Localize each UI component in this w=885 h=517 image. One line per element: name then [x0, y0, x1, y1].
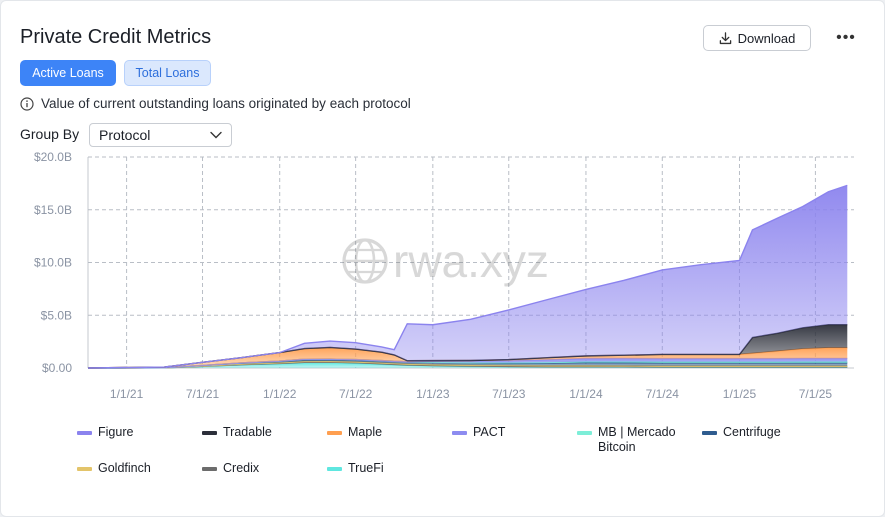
legend-swatch	[202, 467, 217, 471]
legend-item-mb-mercado-bitcoin[interactable]: MB | Mercado Bitcoin	[577, 425, 676, 455]
info-icon	[20, 96, 34, 111]
legend-swatch	[702, 431, 717, 435]
tab-total-loans[interactable]: Total Loans	[124, 60, 211, 86]
legend-swatch	[77, 431, 92, 435]
globe-icon	[342, 238, 388, 284]
y-tick-label: $5.0B	[41, 308, 72, 322]
line-figure	[87, 184, 848, 369]
x-tick-label: 1/1/22	[263, 387, 297, 401]
x-tick-label: 7/1/23	[492, 387, 526, 401]
legend-item-truefi[interactable]: TrueFi	[327, 461, 384, 476]
legend-label: Credix	[223, 461, 260, 475]
axis-ticks: $0.00 $5.0B $10.0B $15.0B $20.0B 1/1/21 7/1/21…	[34, 150, 832, 401]
y-tick-label: $15.0B	[34, 203, 72, 217]
area-maple	[88, 347, 848, 368]
legend-swatch	[202, 431, 217, 435]
legend-label: Centrifuge	[723, 425, 781, 439]
download-button[interactable]: Download	[703, 25, 811, 51]
download-label: Download	[737, 30, 796, 46]
legend-swatch	[327, 467, 342, 471]
x-tick-label: 7/1/24	[646, 387, 680, 401]
legend-swatch	[452, 431, 467, 435]
legend-item-pact[interactable]: PACT	[452, 425, 505, 440]
legend-swatch	[327, 431, 342, 435]
area-figure	[88, 185, 848, 368]
legend-swatch	[77, 467, 92, 471]
watermark: rwa.xyz	[342, 235, 549, 287]
x-tick-label: 1/1/25	[723, 387, 757, 401]
tab-active-loans[interactable]: Active Loans	[20, 60, 116, 86]
legend-label: Goldfinch	[98, 461, 151, 475]
y-tick-label: $0.00	[42, 361, 72, 375]
group-by-label: Group By	[20, 126, 80, 142]
legend-label: Tradable	[223, 425, 272, 439]
legend-label: TrueFi	[348, 461, 384, 475]
legend-label: Figure	[98, 425, 134, 439]
legend-item-maple[interactable]: Maple	[327, 425, 382, 440]
x-tick-label: 7/1/21	[186, 387, 220, 401]
legend-label: PACT	[473, 425, 506, 439]
group-by-value: Protocol	[99, 127, 151, 143]
x-tick-label: 7/1/22	[339, 387, 373, 401]
x-tick-label: 1/1/21	[110, 387, 144, 401]
area-series	[87, 184, 848, 369]
legend-item-figure[interactable]: Figure	[77, 425, 133, 440]
x-tick-label: 7/1/25	[799, 387, 833, 401]
legend-item-credix[interactable]: Credix	[202, 461, 259, 476]
download-icon	[719, 31, 731, 44]
info-text: Value of current outstanding loans origi…	[41, 96, 411, 111]
more-options-icon[interactable]: •••	[836, 29, 856, 46]
area-pact	[88, 358, 848, 368]
y-tick-label: $20.0B	[34, 150, 72, 164]
legend-item-centrifuge[interactable]: Centrifuge	[702, 425, 781, 440]
x-tick-label: 1/1/24	[569, 387, 603, 401]
group-by-select[interactable]: Protocol	[89, 123, 232, 147]
page-title: Private Credit Metrics	[20, 26, 212, 48]
legend-label: Maple	[348, 425, 383, 439]
legend-item-tradable[interactable]: Tradable	[202, 425, 272, 440]
chevron-down-icon	[210, 131, 222, 139]
x-tick-label: 1/1/23	[416, 387, 450, 401]
y-tick-label: $10.0B	[34, 256, 72, 270]
legend-swatch	[577, 431, 592, 435]
stacked-area-chart: rwa.xyz $0.00 $5.0B $10.0B $15.0B $20.0B 1/1/…	[34, 150, 854, 401]
watermark-text: rwa.xyz	[393, 235, 549, 287]
legend-label: MB | Mercado Bitcoin	[598, 425, 676, 454]
info-row: Value of current outstanding loans origi…	[20, 96, 411, 111]
legend-item-goldfinch[interactable]: Goldfinch	[77, 461, 151, 476]
